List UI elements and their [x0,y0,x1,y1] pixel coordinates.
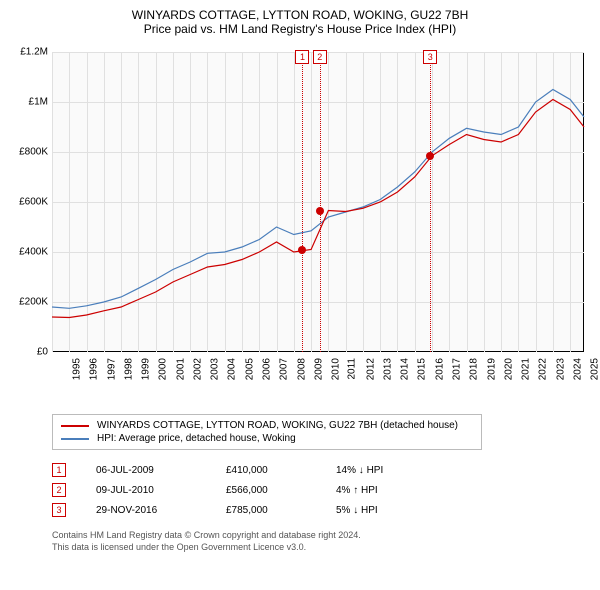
event-vline [302,52,303,352]
event-marker: 2 [313,50,327,64]
event-vline [320,52,321,352]
xtick-label: 2005 [244,358,255,380]
sale-diff: 4% ↑ HPI [336,485,426,496]
sale-date: 06-JUL-2009 [96,465,196,476]
xtick-label: 1996 [89,358,100,380]
xtick-label: 2024 [572,358,583,380]
xtick-label: 2020 [503,358,514,380]
sale-row: 2 09-JUL-2010 £566,000 4% ↑ HPI [52,480,590,500]
sale-point [298,246,306,254]
sale-idx: 2 [52,483,66,497]
sale-point [426,152,434,160]
xtick-label: 2001 [175,358,186,380]
title-line-2: Price paid vs. HM Land Registry's House … [10,22,590,36]
xtick-label: 1998 [123,358,134,380]
xtick-label: 2018 [469,358,480,380]
sale-diff: 14% ↓ HPI [336,465,426,476]
sale-price: £566,000 [226,485,306,496]
xtick-label: 2000 [158,358,169,380]
title-line-1: WINYARDS COTTAGE, LYTTON ROAD, WOKING, G… [10,8,590,22]
xtick-label: 2017 [451,358,462,380]
xtick-label: 2014 [399,358,410,380]
sale-idx: 1 [52,463,66,477]
footer-line-2: This data is licensed under the Open Gov… [52,542,590,554]
sales-table: 1 06-JUL-2009 £410,000 14% ↓ HPI 2 09-JUL-201… [52,460,590,520]
xtick-label: 2006 [261,358,272,380]
chart: £0£200K£400K£600K£800K£1M£1.2M1995199619… [10,42,590,402]
xtick-label: 2003 [209,358,220,380]
footer-line-1: Contains HM Land Registry data © Crown c… [52,530,590,542]
xtick-label: 2011 [347,358,358,380]
event-marker: 1 [295,50,309,64]
series-line [52,90,584,309]
xtick-label: 2007 [279,358,290,380]
legend-label: WINYARDS COTTAGE, LYTTON ROAD, WOKING, G… [97,420,458,431]
xtick-label: 1999 [140,358,151,380]
sale-price: £410,000 [226,465,306,476]
sale-point [316,207,324,215]
event-vline [430,52,431,352]
xtick-label: 2021 [520,358,531,380]
xtick-label: 2023 [555,358,566,380]
xtick-label: 2016 [434,358,445,380]
sale-date: 29-NOV-2016 [96,505,196,516]
chart-container: WINYARDS COTTAGE, LYTTON ROAD, WOKING, G… [0,0,600,557]
sale-price: £785,000 [226,505,306,516]
xtick-label: 2010 [330,358,341,380]
xtick-label: 2015 [417,358,428,380]
sale-date: 09-JUL-2010 [96,485,196,496]
line-layer [10,42,584,352]
xtick-label: 2013 [382,358,393,380]
legend-swatch [61,425,89,427]
sale-row: 3 29-NOV-2016 £785,000 5% ↓ HPI [52,500,590,520]
xtick-label: 2025 [589,358,600,380]
xtick-label: 1997 [106,358,117,380]
legend-label: HPI: Average price, detached house, Woki… [97,433,296,444]
legend-item: HPI: Average price, detached house, Woki… [61,432,473,445]
legend-swatch [61,438,89,440]
xtick-label: 2022 [538,358,549,380]
xtick-label: 2008 [296,358,307,380]
event-marker: 3 [423,50,437,64]
xtick-label: 2002 [192,358,203,380]
legend: WINYARDS COTTAGE, LYTTON ROAD, WOKING, G… [52,414,482,450]
xtick-label: 2012 [365,358,376,380]
xtick-label: 2004 [227,358,238,380]
sale-idx: 3 [52,503,66,517]
xtick-label: 2019 [486,358,497,380]
footer: Contains HM Land Registry data © Crown c… [52,530,590,553]
xtick-label: 1995 [71,358,82,380]
xtick-label: 2009 [313,358,324,380]
sale-diff: 5% ↓ HPI [336,505,426,516]
legend-item: WINYARDS COTTAGE, LYTTON ROAD, WOKING, G… [61,419,473,432]
sale-row: 1 06-JUL-2009 £410,000 14% ↓ HPI [52,460,590,480]
